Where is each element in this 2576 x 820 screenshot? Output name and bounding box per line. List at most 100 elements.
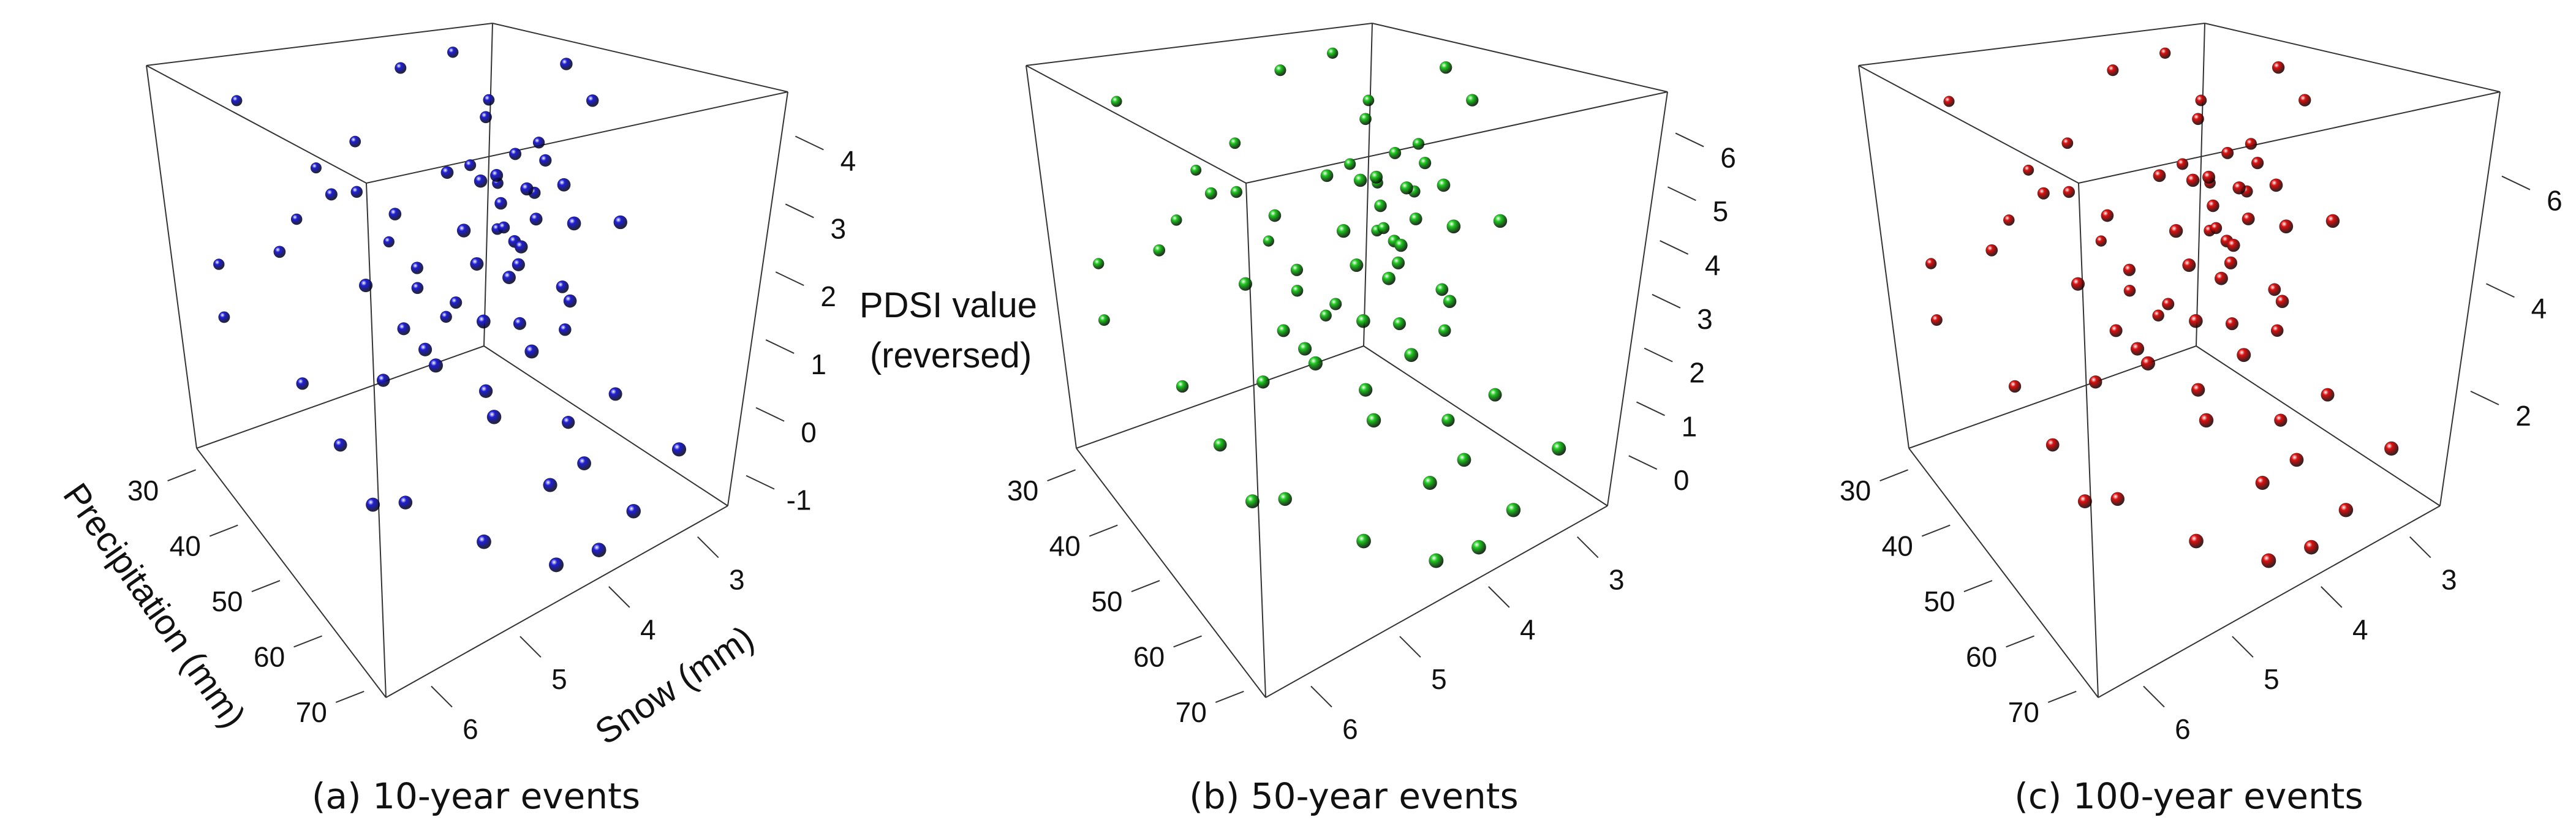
data-point bbox=[388, 208, 402, 220]
data-point bbox=[2037, 187, 2050, 200]
data-point bbox=[1412, 138, 1425, 150]
x-tick-label: 30 bbox=[1840, 475, 1871, 506]
cube-edge bbox=[1858, 23, 2205, 66]
z-tick bbox=[746, 475, 775, 490]
z-tick-label: 6 bbox=[2547, 185, 2563, 217]
z-tick-label: 3 bbox=[830, 213, 846, 244]
x-tick bbox=[1089, 524, 1118, 537]
data-point bbox=[2195, 94, 2207, 107]
x-tick bbox=[335, 690, 364, 703]
y-tick bbox=[1310, 685, 1332, 708]
data-point bbox=[2095, 235, 2107, 247]
data-point bbox=[1213, 438, 1227, 452]
cube-edge bbox=[1363, 345, 1608, 506]
x-tick-label: 50 bbox=[211, 585, 243, 617]
data-point bbox=[2210, 222, 2223, 235]
y-axis-title: Snow (mm) bbox=[588, 618, 761, 753]
data-point bbox=[2023, 164, 2034, 176]
z-tick-label: 1 bbox=[1682, 410, 1698, 442]
data-point bbox=[1438, 324, 1451, 337]
data-point bbox=[1343, 158, 1356, 170]
cube-edge bbox=[366, 91, 788, 184]
data-point bbox=[2130, 342, 2145, 356]
data-point bbox=[456, 224, 471, 238]
data-point bbox=[1350, 258, 1364, 273]
cube-edge bbox=[1858, 65, 2079, 184]
data-point bbox=[1320, 169, 1334, 182]
data-point bbox=[671, 442, 687, 457]
data-point bbox=[2169, 224, 2183, 238]
data-point bbox=[1552, 441, 1566, 456]
data-point bbox=[428, 358, 444, 373]
data-point bbox=[1278, 492, 1292, 506]
data-point bbox=[515, 240, 528, 254]
data-point bbox=[2269, 178, 2283, 192]
data-point bbox=[543, 478, 557, 492]
data-point bbox=[296, 377, 309, 390]
data-point bbox=[231, 95, 243, 107]
x-tick-label: 40 bbox=[170, 530, 201, 562]
data-point bbox=[2275, 295, 2289, 309]
data-point bbox=[2289, 453, 2304, 467]
data-point bbox=[2268, 283, 2281, 296]
caption-c: (c) 100-year events bbox=[2014, 775, 2363, 817]
z-tick-label: 4 bbox=[2531, 292, 2547, 324]
x-tick-label: 60 bbox=[1966, 641, 1997, 672]
y-tick-label: 3 bbox=[729, 564, 745, 596]
z-tick bbox=[785, 203, 814, 219]
x-tick bbox=[2047, 690, 2077, 703]
x-tick bbox=[1173, 635, 1202, 648]
y-tick-label: 4 bbox=[2352, 614, 2368, 645]
y-tick-label: 6 bbox=[463, 713, 478, 745]
data-point bbox=[1389, 146, 1402, 159]
data-point bbox=[450, 296, 463, 309]
data-point bbox=[2199, 413, 2214, 428]
data-point bbox=[474, 174, 488, 188]
cube-edge bbox=[1372, 23, 1668, 92]
x-tick-label: 40 bbox=[1882, 530, 1913, 562]
data-point bbox=[395, 62, 407, 74]
x-tick bbox=[1215, 690, 1244, 703]
y-tick bbox=[1488, 586, 1510, 608]
panel-2: 30 40 50 60 70 6 5 4 3 2 4 6 bbox=[1840, 23, 2563, 745]
data-point bbox=[1930, 314, 1943, 326]
z-tick-label: 2 bbox=[820, 280, 836, 312]
data-point bbox=[2384, 441, 2399, 456]
data-point bbox=[1362, 94, 1375, 107]
data-point bbox=[218, 311, 230, 323]
y-tick-label: 5 bbox=[1431, 663, 1447, 695]
cube-edge bbox=[1025, 65, 1077, 449]
x-tick-label: 30 bbox=[1007, 475, 1038, 506]
data-point bbox=[213, 258, 225, 270]
cube-edge bbox=[1025, 23, 1373, 66]
data-point bbox=[2189, 533, 2204, 549]
data-point bbox=[1098, 314, 1110, 326]
data-point bbox=[397, 322, 410, 336]
data-point bbox=[2186, 173, 2200, 187]
z-axis-title-line2: (reversed) bbox=[870, 336, 1032, 375]
data-point bbox=[1245, 494, 1260, 509]
data-point bbox=[2008, 380, 2022, 393]
data-point bbox=[524, 344, 539, 359]
x-tick bbox=[1879, 469, 1908, 482]
x-tick bbox=[251, 580, 281, 592]
z-tick-label: 4 bbox=[840, 145, 856, 176]
data-point bbox=[1466, 94, 1479, 107]
data-point bbox=[2182, 258, 2196, 273]
y-tick-label: 6 bbox=[1342, 713, 1358, 745]
z-tick-label: -1 bbox=[787, 484, 812, 516]
cube-edge bbox=[1363, 23, 1373, 347]
data-point bbox=[2272, 61, 2285, 74]
data-point bbox=[2159, 47, 2171, 59]
data-point bbox=[1238, 277, 1253, 291]
data-point bbox=[494, 197, 507, 210]
z-tick bbox=[1652, 293, 1681, 309]
data-point bbox=[333, 438, 347, 452]
data-point bbox=[2192, 113, 2204, 126]
data-point bbox=[2279, 219, 2294, 234]
z-tick bbox=[755, 407, 785, 422]
x-tick-label: 60 bbox=[254, 641, 285, 672]
data-point bbox=[1263, 235, 1274, 247]
caption-b: (b) 50-year events bbox=[1189, 775, 1518, 817]
cube-edge bbox=[1245, 182, 1266, 698]
